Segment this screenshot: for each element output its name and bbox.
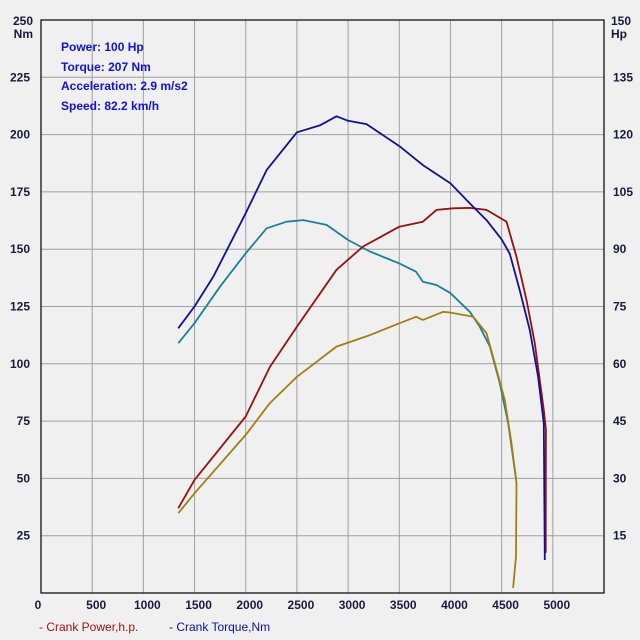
y-right-tick-label: 105 <box>613 185 633 199</box>
x-tick-label: 2500 <box>288 598 315 612</box>
x-tick-label: 0 <box>35 598 42 612</box>
y-right-unit-label: Hp <box>611 27 627 41</box>
y-left-tick-label: 125 <box>10 300 30 314</box>
x-tick-label: 3500 <box>390 598 417 612</box>
x-tick-label: 500 <box>86 598 106 612</box>
x-tick-label: 1500 <box>185 598 212 612</box>
y-right-tick-label: 15 <box>613 529 627 543</box>
y-right-tick-label: 150 <box>611 14 631 28</box>
y-left-tick-label: 75 <box>17 414 31 428</box>
legend-crank-torque: - Crank Torque,Nm <box>169 620 271 634</box>
y-right-tick-label: 60 <box>613 357 627 371</box>
info-speed: Speed: 82.2 km/h <box>61 99 160 113</box>
y-right-tick-label: 45 <box>613 414 627 428</box>
info-acceleration: Acceleration: 2.9 m/s2 <box>61 79 188 93</box>
y-left-tick-label: 150 <box>10 242 30 256</box>
info-torque: Torque: 207 Nm <box>61 60 151 74</box>
y-left-tick-label: 100 <box>10 357 30 371</box>
y-left-tick-label: 200 <box>10 128 30 142</box>
x-tick-label: 4500 <box>492 598 519 612</box>
y-left-tick-label: 225 <box>10 70 30 84</box>
x-tick-label: 3000 <box>339 598 366 612</box>
series-crank-torque-nm <box>177 115 546 561</box>
x-tick-label: 2000 <box>236 598 263 612</box>
y-left-tick-label: 175 <box>10 185 30 199</box>
y-right-tick-label: 30 <box>613 471 627 485</box>
x-tick-label: 5000 <box>543 598 570 612</box>
y-right-tick-label: 75 <box>613 300 627 314</box>
x-tick-label: 1000 <box>134 598 161 612</box>
y-left-tick-label: 25 <box>17 529 31 543</box>
y-left-tick-label: 50 <box>17 471 31 485</box>
series-crank-power-h-p <box>177 206 547 553</box>
series-power-2 <box>177 310 518 589</box>
y-left-tick-label: 250 <box>13 14 33 28</box>
y-right-tick-label: 135 <box>613 70 633 84</box>
y-right-tick-label: 90 <box>613 242 627 256</box>
x-tick-label: 4000 <box>441 598 468 612</box>
y-left-unit-label: Nm <box>14 27 33 41</box>
legend-crank-power: - Crank Power,h.p. <box>39 620 139 634</box>
y-right-tick-label: 120 <box>613 128 633 142</box>
info-power: Power: 100 Hp <box>61 40 144 54</box>
plot-border <box>40 19 605 594</box>
